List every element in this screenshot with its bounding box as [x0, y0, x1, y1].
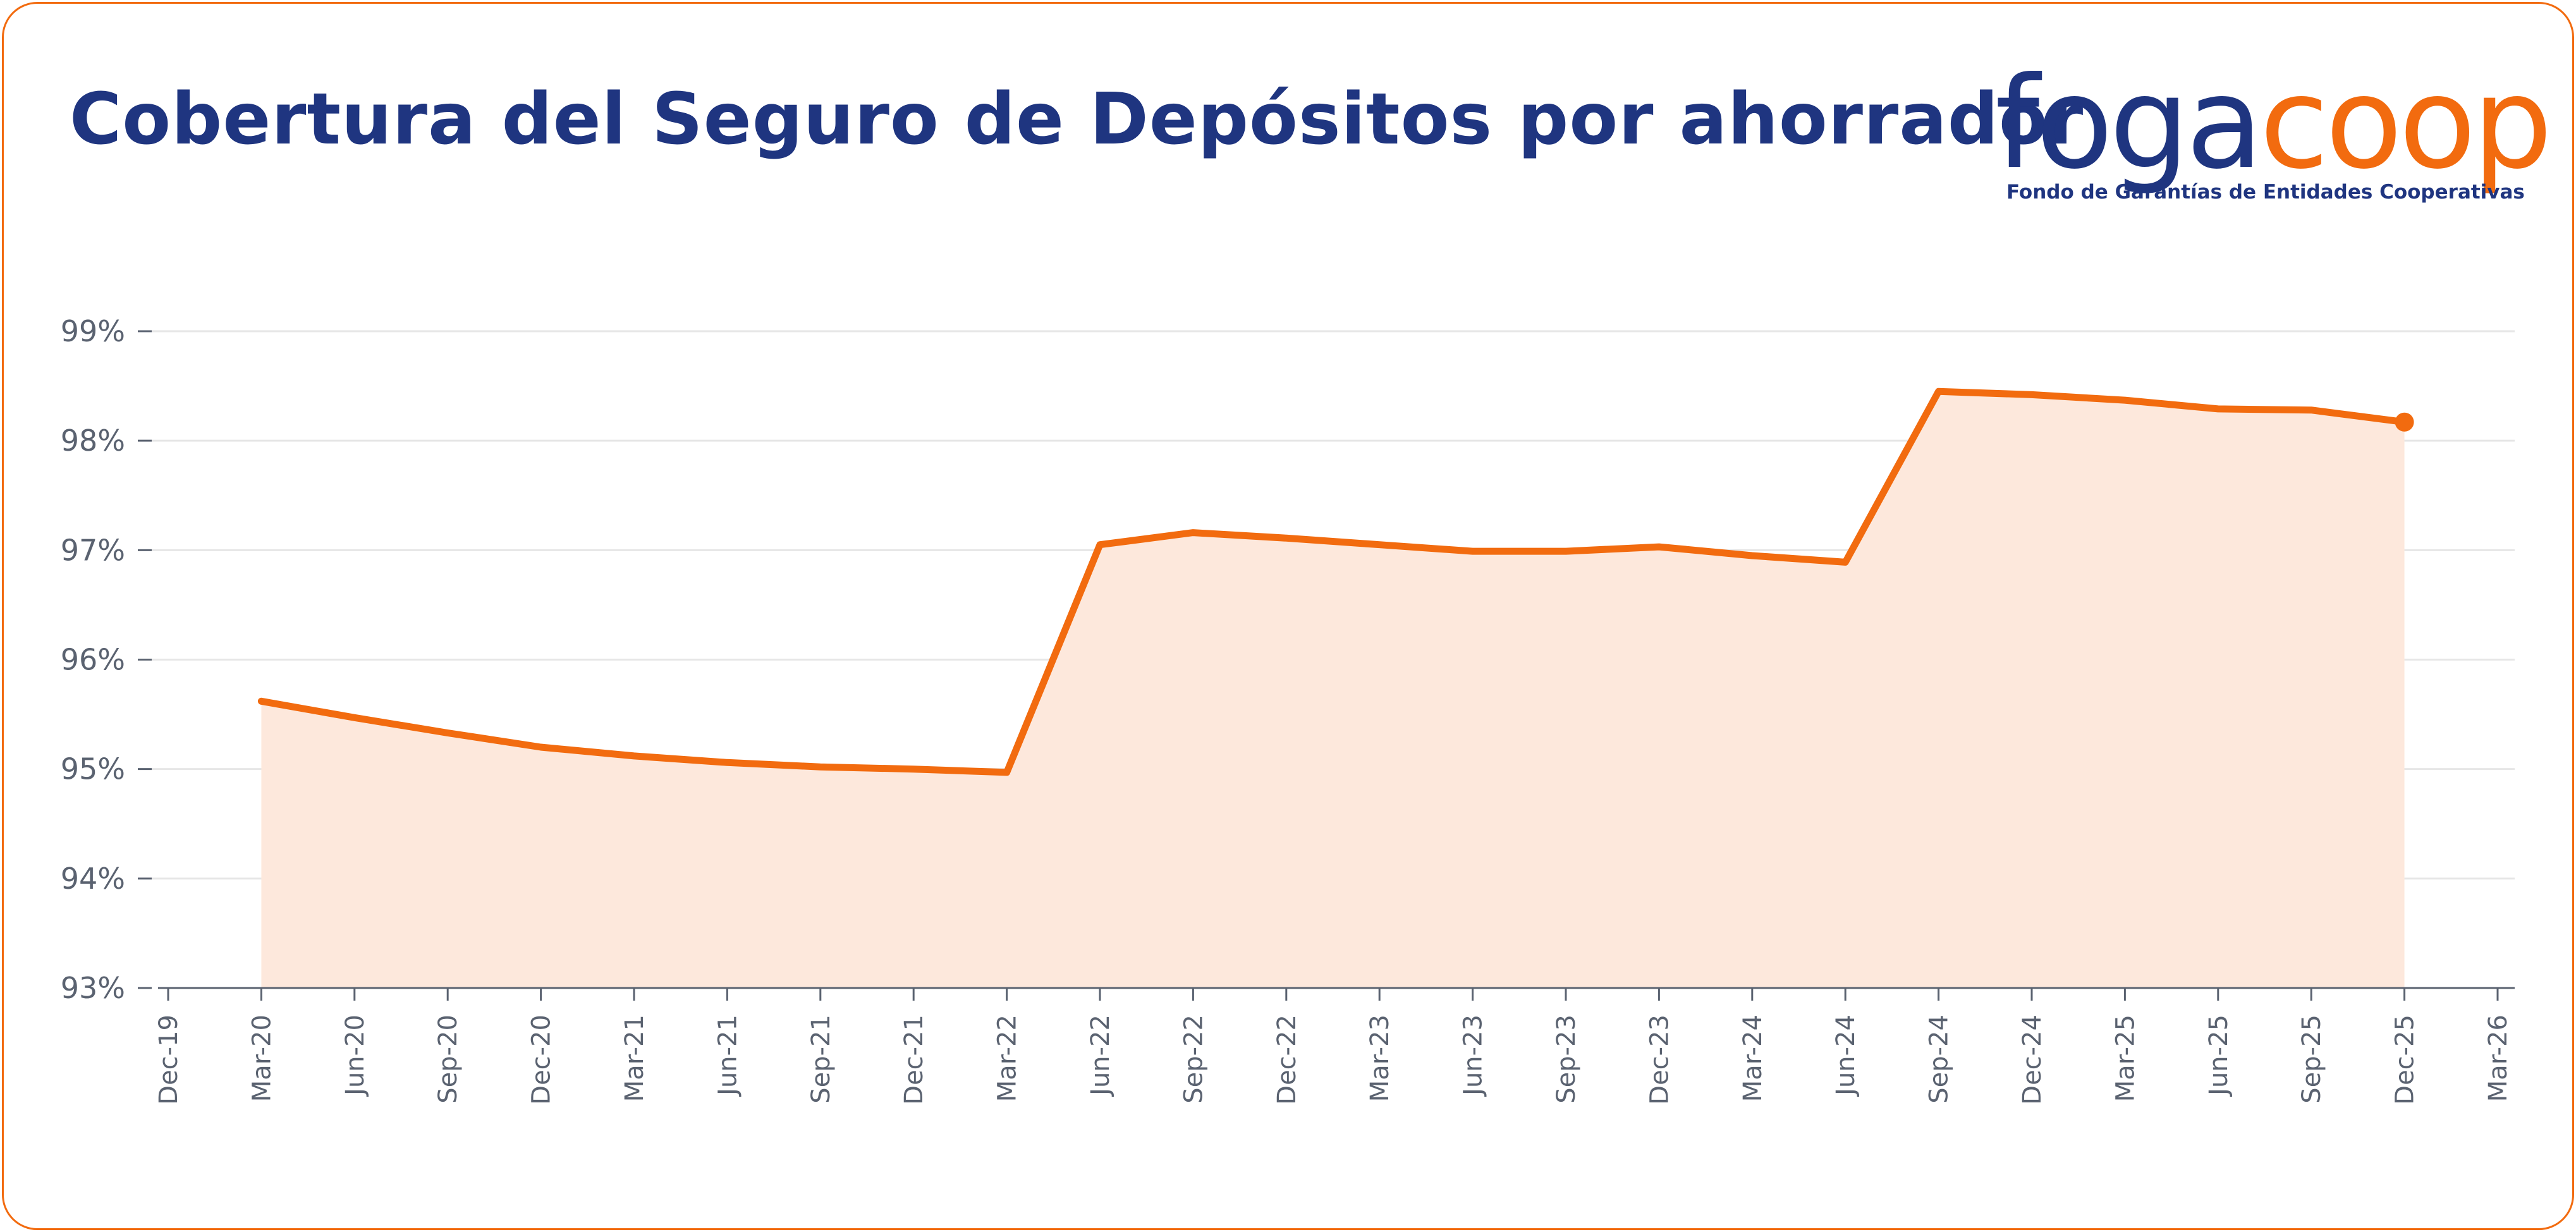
data-point	[726, 762, 728, 763]
last-data-point	[2395, 412, 2414, 432]
series-area	[261, 391, 2405, 988]
y-tick-label: 98%	[61, 424, 125, 458]
data-point	[1099, 544, 1101, 546]
x-tick-label: Sep-21	[807, 1015, 836, 1104]
data-point	[1379, 544, 1380, 546]
data-point	[1472, 551, 1474, 552]
y-tick-label: 95%	[61, 752, 125, 786]
y-tick-label: 97%	[61, 533, 125, 567]
x-tick-label: Jun-22	[1086, 1015, 1115, 1097]
logo-tagline: Fondo de Garantías de Entidades Cooperat…	[2006, 181, 2525, 204]
x-tick-label: Mar-23	[1365, 1015, 1395, 1102]
x-tick-label: Jun-20	[341, 1015, 370, 1097]
x-tick-label: Jun-23	[1459, 1015, 1488, 1097]
data-point	[354, 717, 355, 718]
x-tick-label: Dec-22	[1273, 1015, 1302, 1105]
data-point	[540, 747, 542, 748]
x-tick-label: Jun-25	[2204, 1015, 2233, 1097]
data-point	[1845, 561, 1846, 563]
data-point	[1938, 391, 1939, 392]
y-tick-label: 96%	[61, 643, 125, 677]
x-tick-label: Sep-22	[1179, 1015, 1208, 1104]
fogacoop-logo: fogacoop Fondo de Garantías de Entidades…	[1995, 58, 2553, 216]
x-tick-label: Sep-24	[1925, 1015, 1954, 1104]
series-line	[257, 387, 2408, 776]
x-tick-label: Mar-25	[2111, 1015, 2140, 1102]
data-point	[260, 700, 262, 702]
series-line-group	[257, 387, 2414, 776]
logo-word-main: foga	[1995, 50, 2263, 197]
x-tick-label: Sep-20	[434, 1015, 463, 1104]
x-tick-label: Jun-21	[713, 1015, 742, 1097]
y-tick-label: 93%	[61, 971, 125, 1005]
x-tick-label: Sep-23	[1552, 1015, 1581, 1104]
logo-word-accent: coop	[2259, 50, 2553, 197]
x-tick-label: Jun-24	[1831, 1015, 1860, 1097]
x-tick-label: Dec-24	[2018, 1015, 2047, 1105]
x-tick-label: Dec-20	[527, 1015, 556, 1105]
data-point	[633, 755, 635, 757]
axes: 93% 94% 95% 96% 97% 98% 99% Dec-19 Mar-20 Jun-20 S…	[61, 314, 2515, 1105]
x-tick-label: Mar-26	[2484, 1015, 2513, 1102]
x-tick-label: Mar-21	[620, 1015, 649, 1102]
x-tick-label: Dec-23	[1645, 1015, 1674, 1105]
x-tick-label: Dec-21	[900, 1015, 929, 1105]
x-tick-label: Dec-19	[154, 1015, 183, 1105]
x-tick-label: Mar-22	[993, 1015, 1022, 1102]
x-tick-label: Mar-24	[1738, 1015, 1767, 1102]
x-tick-label: Mar-20	[247, 1015, 276, 1102]
area-fill-group	[261, 391, 2405, 988]
y-tick-label: 94%	[61, 862, 125, 896]
logo-wordmark: fogacoop	[1995, 58, 2553, 190]
x-tick-label: Dec-25	[2391, 1015, 2420, 1105]
y-tick-label: 99%	[61, 314, 125, 348]
x-tick-label: Sep-25	[2297, 1015, 2326, 1104]
chart-title: Cobertura del Seguro de Depósitos por ah…	[70, 78, 2084, 161]
